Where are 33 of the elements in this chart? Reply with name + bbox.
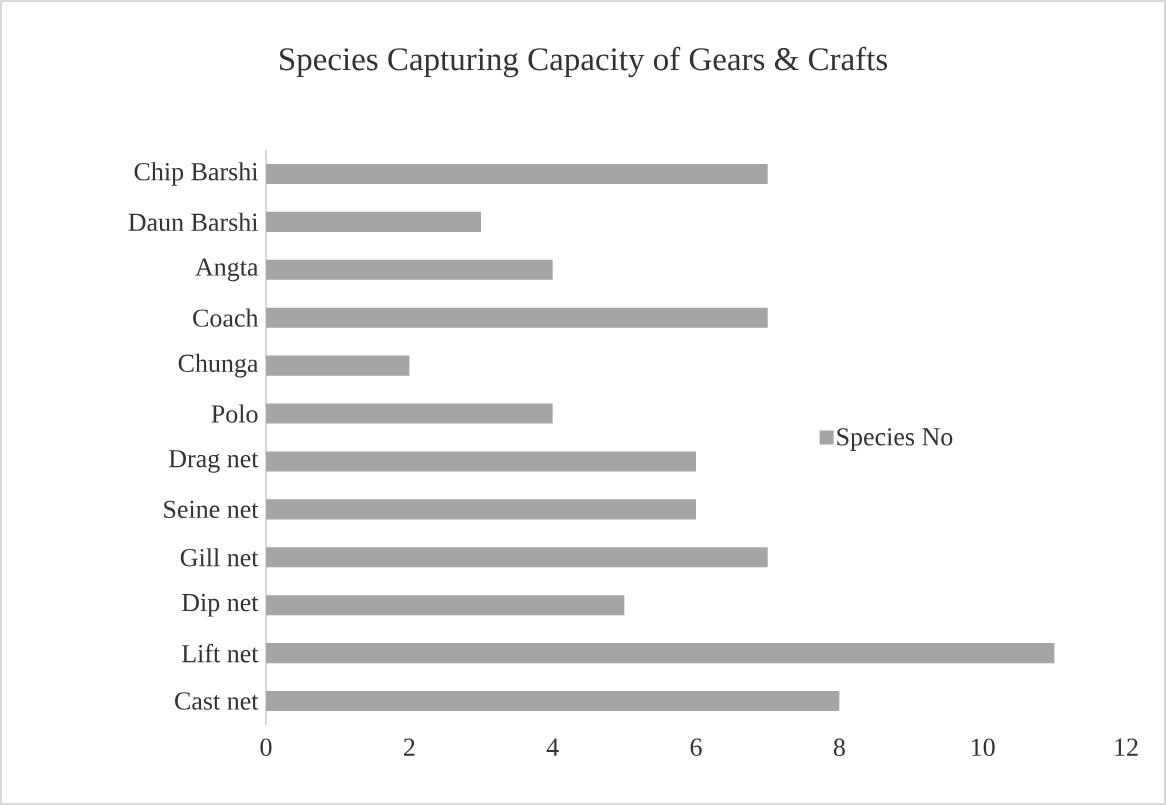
bar: [266, 355, 410, 376]
y-tick-label: Cast net: [175, 692, 259, 710]
y-tick-label: Coach: [193, 308, 259, 327]
y-tick-label: Dip net: [181, 593, 259, 617]
bar: [266, 643, 1055, 664]
bar: [266, 163, 768, 185]
bar: [266, 499, 696, 520]
x-tick-label: 10: [971, 738, 995, 757]
bar: [266, 403, 553, 424]
x-tick-label: 12: [1115, 738, 1138, 756]
bar: [266, 547, 768, 568]
x-tick-label: 6: [690, 738, 702, 756]
y-tick-label: Daun Barshi: [128, 212, 258, 232]
y-tick-label: Chip Barshi: [134, 162, 258, 186]
bar: [266, 595, 625, 616]
bar: [266, 259, 553, 280]
x-tick-label: 2: [403, 738, 415, 756]
legend-label: Species No: [837, 428, 953, 451]
bar: [266, 307, 768, 328]
bar: [266, 211, 481, 232]
y-tick-label: Chunga: [178, 353, 259, 378]
y-tick-label: Angta: [195, 258, 259, 282]
y-tick-label: Polo: [211, 404, 258, 423]
y-tick-label: Drag net: [168, 450, 259, 473]
x-tick-label: 4: [546, 738, 559, 756]
chart-title: Species Capturing Capacity of Gears & Crafts: [280, 46, 888, 78]
x-tick-label: 8: [833, 738, 845, 757]
y-tick-label: Seine net: [164, 500, 259, 519]
x-tick-label: 0: [260, 738, 272, 757]
bar: [266, 690, 840, 712]
bar: [266, 451, 696, 472]
y-tick-label: Lift net: [181, 643, 259, 663]
y-tick-label: Gill net: [180, 548, 259, 567]
